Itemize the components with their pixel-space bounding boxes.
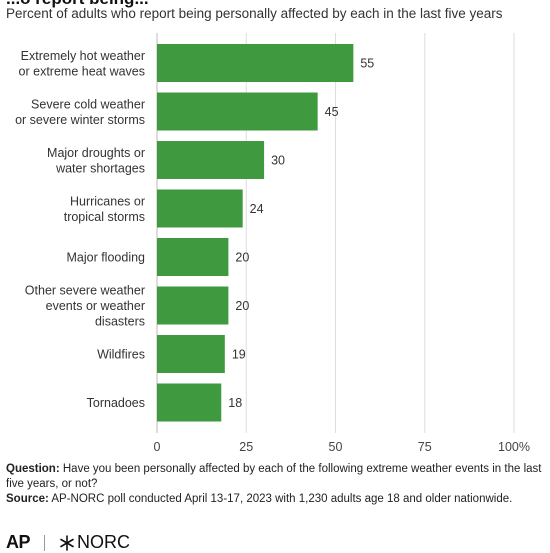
category-label-line: disasters [95, 315, 145, 329]
category-label-line: Wildfires [97, 348, 145, 362]
category-label-line: Tornadoes [87, 396, 145, 410]
source-text: AP-NORC poll conducted April 13-17, 2023… [48, 493, 513, 505]
bar-value-label: 55 [360, 57, 374, 71]
category-label: Severe cold weather or severe winter stor… [15, 97, 145, 127]
category-label-line: Major flooding [66, 251, 145, 265]
logo-divider [44, 534, 46, 551]
category-label-line: water shortages [55, 161, 145, 175]
bar-value-label: 19 [232, 348, 246, 362]
x-axis-ticks: 0 25 50 75 100% [154, 440, 530, 454]
x-tick-label: 100% [498, 440, 530, 454]
norc-star-icon [60, 534, 74, 551]
bar-value-label: 20 [235, 299, 249, 313]
category-label-line: or extreme heat waves [19, 64, 145, 78]
bar-value-label: 20 [235, 251, 249, 265]
x-tick-label: 75 [418, 440, 432, 454]
bar [157, 335, 225, 373]
norc-logo-text: NORC [77, 532, 131, 552]
category-label-line: Major droughts or [47, 146, 145, 160]
category-labels: Extremely hot weather or extreme heat wav… [15, 49, 145, 410]
bars: 55 45 30 24 20 20 19 18 [157, 44, 374, 422]
bar-value-label: 30 [271, 154, 285, 168]
bar [157, 141, 265, 179]
bar-value-label: 45 [325, 105, 339, 119]
source-label: Source: [6, 493, 49, 505]
bar-value-label: 18 [228, 396, 242, 410]
category-label-line: Extremely hot weather [21, 49, 145, 63]
x-tick-label: 25 [239, 440, 253, 454]
category-label: Major droughts or water shortages [47, 146, 145, 176]
question-note: Question: Have you been personally affec… [6, 462, 544, 492]
category-label-line: or severe winter storms [15, 113, 145, 127]
category-label: Major flooding [66, 251, 145, 265]
bar [157, 238, 229, 276]
page-title: ...o report being... [6, 0, 149, 9]
norc-logo: NORC [59, 532, 130, 553]
notes: Question: Have you been personally affec… [6, 462, 544, 507]
category-label-line: tropical storms [64, 210, 145, 224]
category-label: Extremely hot weather or extreme heat wav… [19, 49, 145, 79]
category-label-line: Severe cold weather [31, 97, 145, 111]
ap-logo: AP [6, 532, 31, 552]
logos: AP NORC [6, 532, 130, 553]
bar [157, 189, 243, 228]
category-label: Other severe weather events or weather dis… [25, 284, 145, 329]
category-label: Tornadoes [87, 396, 145, 410]
x-tick-label: 50 [329, 440, 343, 454]
category-label-line: Hurricanes or [70, 194, 145, 208]
x-tick-label: 0 [154, 440, 161, 454]
category-label-line: events or weather [46, 299, 145, 313]
category-label-line: Other severe weather [25, 284, 145, 298]
bar-value-label: 24 [250, 202, 264, 216]
question-text: Have you been personally affected by eac… [6, 463, 542, 490]
category-label: Hurricanes or tropical storms [64, 194, 145, 224]
bar [157, 44, 354, 82]
bar [157, 92, 318, 131]
source-note: Source: AP-NORC poll conducted April 13-… [6, 492, 544, 507]
page-subtitle: Percent of adults who report being perso… [6, 6, 503, 21]
category-label: Wildfires [97, 348, 145, 362]
bar [157, 286, 229, 325]
bar [157, 383, 222, 422]
question-label: Question: [6, 463, 60, 475]
